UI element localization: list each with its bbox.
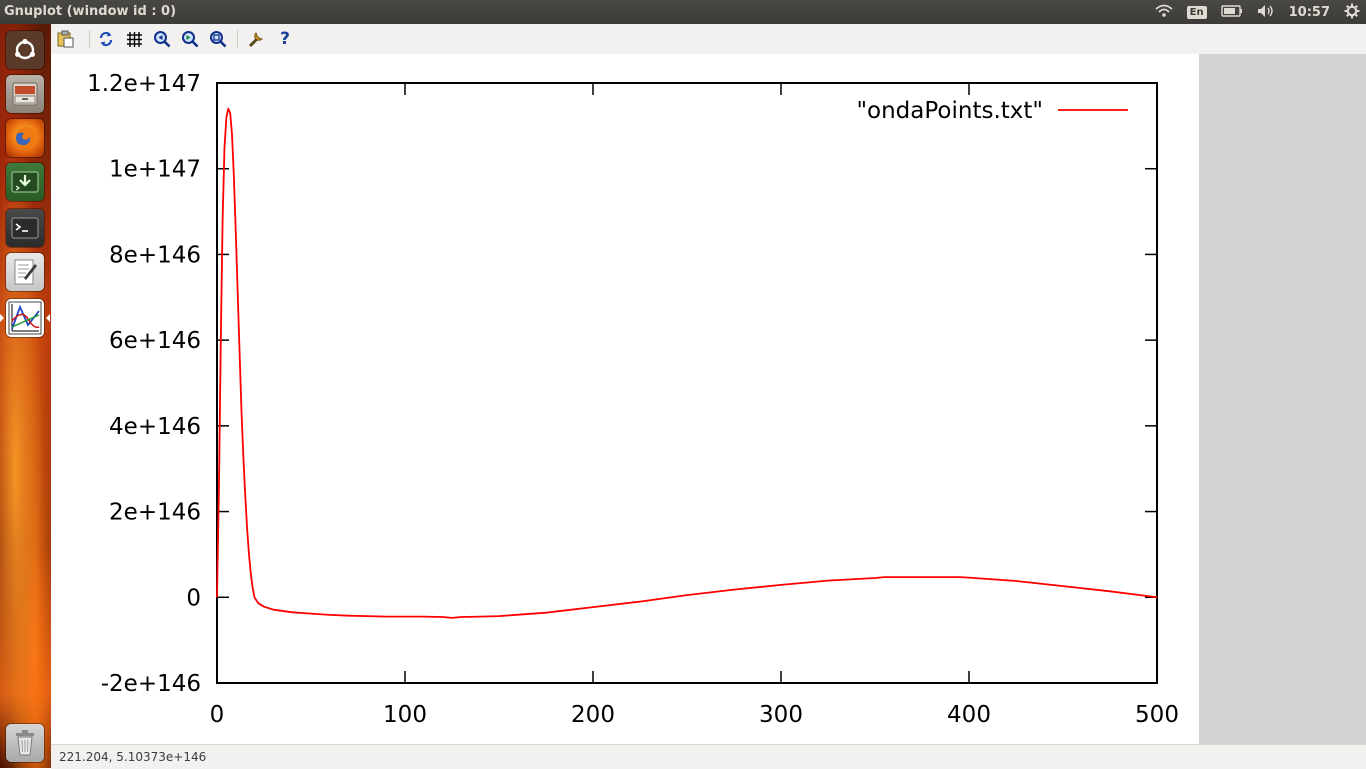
x-tick-label: 300 [759, 702, 803, 728]
terminal-icon[interactable] [6, 209, 44, 247]
status-bar: 221.204, 5.10373e+146 [51, 744, 1366, 769]
y-tick-label: 1e+147 [109, 157, 201, 183]
wifi-icon[interactable] [1155, 4, 1173, 21]
x-tick-label: 100 [383, 702, 427, 728]
zoom-autoscale-icon[interactable] [207, 28, 229, 50]
x-tick-label: 0 [210, 702, 225, 728]
plot-area[interactable]: 0 100 200 300 400 500 -2e+146 0 2e+146 4e+146 6e+1… [51, 54, 1199, 744]
indicator-area: En 10:57 [1155, 0, 1360, 24]
y-tick-label: 2e+146 [109, 500, 201, 526]
y-tick-label: 1.2e+147 [87, 71, 201, 97]
plot-border [216, 82, 1158, 684]
y-tick-label: 0 [186, 585, 201, 611]
active-indicator [0, 314, 4, 322]
gear-icon[interactable] [1344, 3, 1360, 22]
gnuplot-chart-icon[interactable] [6, 299, 44, 337]
x-tick-label: 400 [947, 702, 991, 728]
y-tick-label: 4e+146 [109, 414, 201, 440]
toolbar-separator [89, 30, 90, 48]
clock[interactable]: 10:57 [1288, 4, 1330, 20]
y-tick-label: 8e+146 [109, 242, 201, 268]
window-title: Gnuplot (window id : 0) [4, 4, 177, 19]
text-editor-icon[interactable] [6, 253, 44, 291]
help-icon[interactable]: ? [280, 29, 290, 49]
x-tick-label: 500 [1135, 702, 1179, 728]
mouse-coordinates: 221.204, 5.10373e+146 [59, 750, 207, 764]
y-tick-label: 6e+146 [109, 328, 201, 354]
top-panel: Gnuplot (window id : 0) En 10:57 [0, 0, 1366, 24]
wrench-icon[interactable] [245, 28, 267, 50]
zoom-previous-icon[interactable] [151, 28, 173, 50]
y-tick-label: -2e+146 [101, 671, 201, 697]
chart-svg: 0 100 200 300 400 500 -2e+146 0 2e+146 4e+146 6e+1… [87, 71, 1179, 728]
refresh-icon[interactable] [95, 28, 117, 50]
series-line [216, 107, 1158, 619]
gnuplot-toolbar: ? [51, 24, 1366, 55]
launcher [0, 24, 51, 768]
window-background [1199, 54, 1366, 744]
focused-indicator [46, 314, 50, 322]
toolbar-separator [237, 30, 238, 48]
volume-icon[interactable] [1257, 4, 1275, 21]
grid-icon[interactable] [123, 28, 145, 50]
zoom-next-icon[interactable] [179, 28, 201, 50]
trash-icon[interactable] [6, 724, 44, 762]
install-arrow-icon[interactable] [6, 163, 44, 201]
battery-icon[interactable] [1220, 4, 1243, 20]
x-tick-label: 200 [571, 702, 615, 728]
firefox-icon[interactable] [6, 119, 44, 157]
file-cabinet-icon[interactable] [6, 75, 44, 113]
clipboard-icon[interactable] [54, 28, 76, 50]
legend-label: "ondaPoints.txt" [856, 98, 1043, 124]
ubuntu-logo-icon[interactable] [6, 31, 44, 69]
keyboard-layout-icon[interactable]: En [1186, 5, 1207, 19]
